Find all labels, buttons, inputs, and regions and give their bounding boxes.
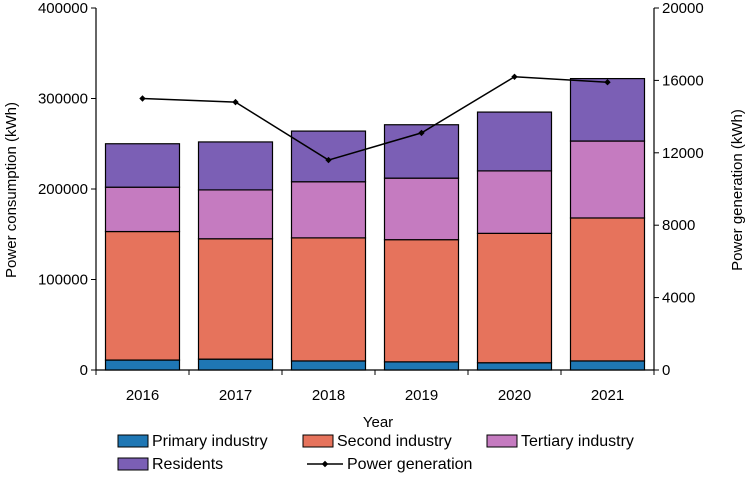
x-tick-label: 2018 xyxy=(312,387,345,404)
bar-primary-industry xyxy=(290,360,367,371)
bar-second-industry xyxy=(569,217,646,362)
y-axis-label: Power consumption (kWh) xyxy=(3,102,20,278)
bar-residents xyxy=(197,141,274,191)
legend-label: Power generation xyxy=(347,456,472,473)
legend-label: Primary industry xyxy=(152,433,268,450)
power-generation-line xyxy=(142,76,608,161)
x-tick-label: 2017 xyxy=(219,387,252,404)
y-tick-label: 300000 xyxy=(38,91,88,108)
bar-second-industry xyxy=(476,232,553,364)
bar-residents xyxy=(104,143,181,188)
power-generation-marker xyxy=(418,129,425,137)
y2-tick-label: 8000 xyxy=(662,217,695,234)
power-generation-marker xyxy=(325,156,332,164)
y-tick-label: 0 xyxy=(80,362,88,379)
ticks: 0 100000 200000 300000 400000 0 4000 8000 12000 1… xyxy=(38,0,704,404)
y2-tick-label: 0 xyxy=(662,362,670,379)
bar-second-industry xyxy=(197,238,274,360)
y2-tick-label: 12000 xyxy=(662,145,704,162)
x-axis-label: Year xyxy=(363,414,393,431)
bar-residents xyxy=(290,130,367,183)
bar-tertiary-industry xyxy=(104,186,181,233)
x-tick-label: 2019 xyxy=(405,387,438,404)
power-generation-marker xyxy=(511,73,518,80)
legend-label: Residents xyxy=(152,456,223,473)
bar-tertiary-industry xyxy=(290,181,367,239)
power-generation-line-group xyxy=(139,73,611,164)
y2-tick-label: 16000 xyxy=(662,72,704,89)
bar-primary-industry xyxy=(104,359,181,371)
y2-tick-label: 20000 xyxy=(662,0,704,17)
legend-swatch-marker xyxy=(321,460,329,468)
bar-primary-industry xyxy=(569,360,646,371)
bar-second-industry xyxy=(383,239,460,363)
power-generation-marker xyxy=(139,95,146,102)
bar-tertiary-industry xyxy=(197,189,274,240)
bar-second-industry xyxy=(104,230,181,361)
y-tick-label: 400000 xyxy=(38,0,88,17)
bar-second-industry xyxy=(290,237,367,362)
bar-residents xyxy=(569,77,646,142)
y2-axis-label: Power generation (kWh) xyxy=(729,109,746,271)
bar-primary-industry xyxy=(476,362,553,371)
bar-residents xyxy=(476,111,553,172)
legend-label: Tertiary industry xyxy=(521,433,634,450)
power-generation-marker xyxy=(232,98,239,106)
x-tick-label: 2020 xyxy=(498,387,531,404)
x-tick-label: 2021 xyxy=(591,387,624,404)
bar-primary-industry xyxy=(383,361,460,371)
y-tick-label: 100000 xyxy=(38,272,88,289)
bar-primary-industry xyxy=(197,358,274,371)
legend-swatch-tertiary-industry xyxy=(486,434,518,448)
power-generation-marker xyxy=(604,79,611,86)
bar-tertiary-industry xyxy=(383,177,460,241)
legend-label: Second industry xyxy=(337,433,452,450)
bars xyxy=(104,77,646,371)
y2-tick-label: 4000 xyxy=(662,290,695,307)
y-tick-label: 200000 xyxy=(38,181,88,198)
legend-swatch-residents xyxy=(117,457,149,471)
bar-tertiary-industry xyxy=(569,140,646,219)
bar-tertiary-industry xyxy=(476,170,553,234)
legend: Primary industry Second industry Tertiary … xyxy=(117,433,634,473)
legend-swatch-primary-industry xyxy=(117,434,149,448)
legend-swatch-second-industry xyxy=(302,434,334,448)
x-tick-label: 2016 xyxy=(126,387,159,404)
